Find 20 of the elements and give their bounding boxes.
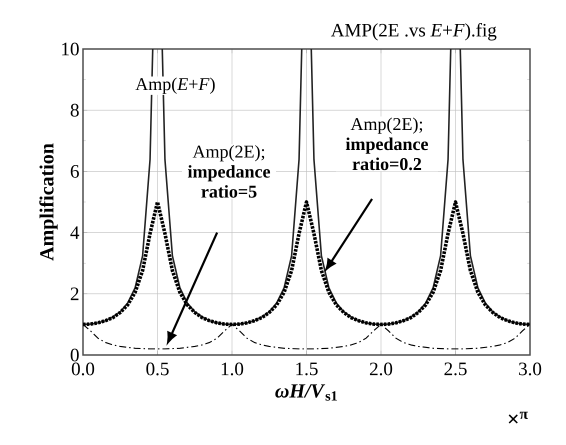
x-tick-label: 1.0 [222,362,244,376]
y-tick-label: 10 [62,42,79,56]
x-tick-label: 2.5 [444,362,467,376]
x-tick-label: 2.0 [370,362,392,376]
chart-title: AMP(2E .vs E+F).fig [330,23,496,40]
y-axis-title: Amplification [39,143,58,261]
series-label: Amp(E+F) [135,78,215,94]
x-tick-label: 0.5 [146,362,169,376]
y-tick-label: 0 [70,348,79,362]
annotation: Amp(2E); impedance ratio=0.2 [346,117,428,170]
x-tick-label: 0.0 [72,362,94,376]
y-tick-label: 8 [70,104,79,117]
annotation: Amp(2E); impedance ratio=5 [188,145,270,198]
x-tick-label: 3.0 [519,362,542,376]
text: ×$^{π}$ [508,412,528,424]
x-tick-label: 1.5 [296,362,318,376]
y-tick-label: 2 [70,288,78,300]
y-tick-label: 4 [70,226,80,239]
x-axis-title: ωH/V$_{s1}$ [275,384,337,401]
y-tick-label: 6 [70,165,79,178]
